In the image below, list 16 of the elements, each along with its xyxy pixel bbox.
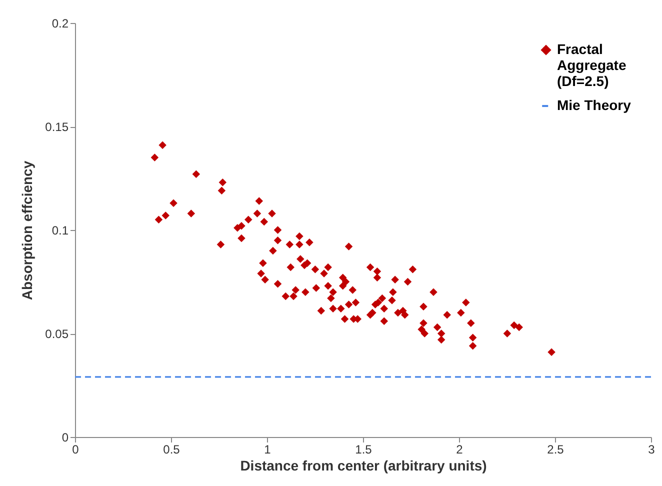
x-tick-label: 1 xyxy=(264,442,272,456)
x-tick-label: 1.5 xyxy=(355,442,372,456)
y-axis-title: Absorption effciency xyxy=(19,160,36,300)
x-tick-label: 2.5 xyxy=(547,442,564,456)
y-tick-label: 0.15 xyxy=(45,120,69,134)
y-tick-label: 0.2 xyxy=(52,16,69,30)
x-tick-label: 0 xyxy=(72,442,80,456)
legend-label: Fractal Aggregate (Df=2.5) xyxy=(557,41,626,89)
x-tick-label: 0.5 xyxy=(163,442,180,456)
y-tick-label: 0.1 xyxy=(52,224,69,238)
y-tick-label: 0.05 xyxy=(45,327,69,341)
x-axis-title: Distance from center (arbitrary units) xyxy=(240,458,487,474)
x-tick-label: 2 xyxy=(456,442,464,456)
x-tick-label: 3 xyxy=(648,442,656,456)
legend-label: Mie Theory xyxy=(557,97,632,113)
y-tick-label: 0 xyxy=(62,430,69,444)
